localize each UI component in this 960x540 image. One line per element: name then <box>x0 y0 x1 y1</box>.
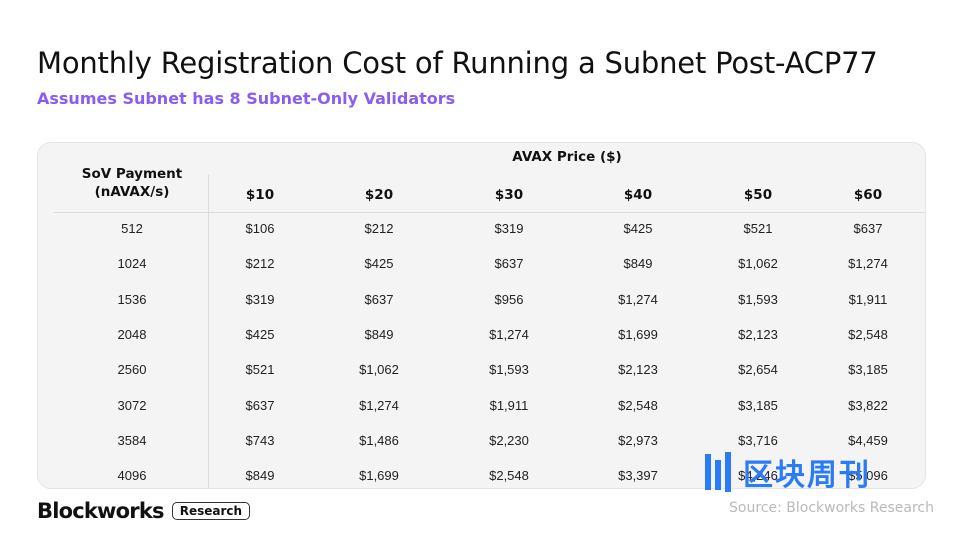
table-cell: $1,062 <box>738 256 778 272</box>
row-header-line1: SoV Payment <box>81 166 183 182</box>
table-cell: $1,274 <box>489 326 529 342</box>
table-cell: $106 <box>245 221 275 236</box>
table-cell: $2,548 <box>618 397 658 413</box>
table-cell: $3,716 <box>738 432 778 448</box>
table-cell: $1,486 <box>359 432 399 448</box>
table-cell: $849 <box>245 468 275 484</box>
table-cell: $1,911 <box>489 397 529 413</box>
table-cell: $3,185 <box>848 362 888 378</box>
column-group-label: AVAX Price ($) <box>512 149 622 165</box>
column-divider <box>208 175 209 488</box>
header-divider <box>54 212 924 213</box>
table-cell: $521 <box>743 221 773 236</box>
row-label: 2560 <box>117 362 147 378</box>
table-cell: $319 <box>245 291 275 307</box>
table-cell: $2,548 <box>489 468 529 484</box>
table-cell: $2,548 <box>848 326 888 342</box>
table-cell: $2,123 <box>738 326 778 342</box>
table-cell: $425 <box>623 221 653 236</box>
table-cell: $849 <box>623 256 653 272</box>
table-cell: $5,096 <box>848 468 888 484</box>
table-cell: $2,973 <box>618 432 658 448</box>
row-label: 1536 <box>117 291 147 307</box>
table-cell: $2,123 <box>618 362 658 378</box>
table-cell: $4,459 <box>848 432 888 448</box>
table-cell: $425 <box>245 326 275 342</box>
column-header: $60 <box>853 187 883 203</box>
table-cell: $319 <box>494 221 524 236</box>
row-label: 512 <box>121 221 143 236</box>
row-header-line2: (nAVAX/s) <box>94 184 170 200</box>
brand-name: Blockworks <box>37 499 165 523</box>
table-cell: $4,246 <box>738 468 778 484</box>
table-cell: $1,699 <box>359 468 399 484</box>
brand-badge: Research <box>171 502 251 520</box>
source-note: Source: Blockworks Research <box>729 500 934 516</box>
row-label: 3072 <box>117 397 147 413</box>
table-cell: $1,274 <box>359 397 399 413</box>
row-label: 4096 <box>117 468 147 484</box>
table-cell: $212 <box>245 256 275 272</box>
column-header: $50 <box>743 187 773 203</box>
watermark-logo-icon <box>705 452 731 492</box>
column-header: $40 <box>623 187 653 203</box>
row-label: 2048 <box>117 326 147 342</box>
watermark: 区块周刊 <box>703 447 943 497</box>
table-cell: $212 <box>364 221 394 236</box>
table-cell: $1,699 <box>618 326 658 342</box>
table-cell: $521 <box>245 362 275 378</box>
table-cell: $3,185 <box>738 397 778 413</box>
table-cell: $425 <box>364 256 394 272</box>
table-cell: $2,654 <box>738 362 778 378</box>
table-cell: $956 <box>494 291 524 307</box>
table-cell: $743 <box>245 432 275 448</box>
page-title: Monthly Registration Cost of Running a S… <box>37 46 878 80</box>
row-label: 1024 <box>117 256 147 272</box>
table-cell: $637 <box>364 291 394 307</box>
page-subtitle: Assumes Subnet has 8 Subnet-Only Validat… <box>37 89 456 108</box>
row-header-label: SoV Payment (nAVAX/s) <box>38 165 226 201</box>
table-card: SoV Payment (nAVAX/s) AVAX Price ($) $10… <box>37 142 926 489</box>
table-cell: $3,822 <box>848 397 888 413</box>
table-cell: $1,593 <box>738 291 778 307</box>
table-cell: $2,230 <box>489 432 529 448</box>
table-cell: $637 <box>245 397 275 413</box>
table-cell: $637 <box>853 221 883 236</box>
table-cell: $1,911 <box>848 291 888 307</box>
table-cell: $1,274 <box>848 256 888 272</box>
table-cell: $3,397 <box>618 468 658 484</box>
column-header: $30 <box>494 187 524 203</box>
table-cell: $1,274 <box>618 291 658 307</box>
column-header: $10 <box>245 187 275 203</box>
table-cell: $849 <box>364 326 394 342</box>
table-cell: $1,062 <box>359 362 399 378</box>
column-header: $20 <box>364 187 394 203</box>
table-cell: $1,593 <box>489 362 529 378</box>
row-label: 3584 <box>117 432 147 448</box>
table-cell: $637 <box>494 256 524 272</box>
watermark-text: 区块周刊 <box>743 458 871 493</box>
brand-logo: Blockworks Research <box>37 497 251 525</box>
